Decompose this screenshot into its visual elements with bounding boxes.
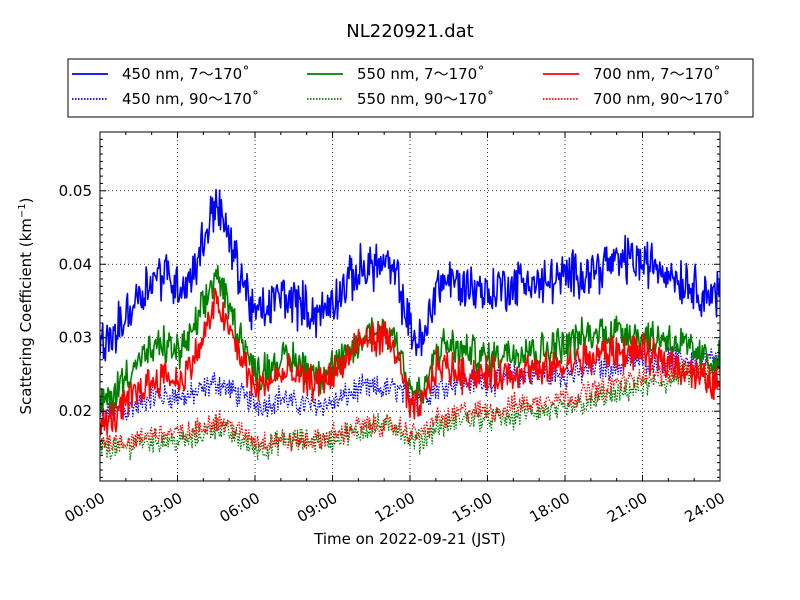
series-line-4 (100, 287, 720, 436)
legend-label: 550 nm, 90～170˚ (357, 90, 494, 108)
legend-label: 550 nm, 7～170˚ (357, 65, 485, 83)
series-line-0 (100, 188, 720, 362)
x-tick-label: 18:00 (527, 489, 573, 526)
y-tick-label: 0.03 (59, 329, 92, 347)
x-tick-label: 00:00 (62, 489, 108, 526)
legend: 450 nm, 7～170˚ 450 nm, 90～170˚ 550 nm, 7～1… (67, 58, 754, 118)
y-tick-label: 0.02 (59, 402, 92, 420)
y-axis-label-main: Scattering Coefficient (km (17, 218, 35, 414)
x-tick-label: 15:00 (449, 489, 495, 526)
legend-label: 450 nm, 7～170˚ (122, 65, 250, 83)
y-axis-label-exponent: −1 (17, 203, 28, 218)
y-tick-label: 0.05 (59, 182, 92, 200)
series-group (100, 188, 720, 461)
x-axis-label: Time on 2022-09-21 (JST) (313, 530, 506, 548)
x-tick-label: 06:00 (217, 489, 263, 526)
legend-frame (67, 58, 754, 118)
x-tick-label: 12:00 (372, 489, 418, 526)
x-tick-label: 24:00 (682, 489, 728, 526)
legend-label: 700 nm, 7～170˚ (593, 65, 721, 83)
y-axis-label: Scattering Coefficient (km−1) (17, 197, 35, 414)
x-tick-label: 09:00 (294, 489, 340, 526)
series-line-5 (100, 353, 720, 454)
x-tick-label: 03:00 (139, 489, 185, 526)
y-tick-label: 0.04 (59, 255, 92, 273)
legend-label: 700 nm, 90～170˚ (593, 90, 730, 108)
y-axis-label-close: ) (17, 197, 35, 203)
x-tick-label: 21:00 (604, 489, 650, 526)
legend-label: 450 nm, 90～170˚ (122, 90, 259, 108)
chart-title: NL220921.dat (346, 21, 473, 42)
series-line-2 (100, 264, 720, 416)
